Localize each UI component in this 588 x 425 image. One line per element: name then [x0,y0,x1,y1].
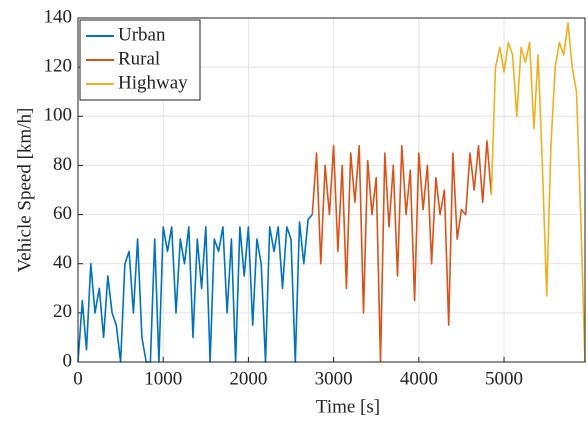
x-tick-label: 1000 [144,368,182,389]
series-line [77,214,313,363]
y-tick-label: 40 [53,252,72,273]
x-tick-label: 2000 [229,368,267,389]
x-tick-label: 3000 [315,368,353,389]
series-line [490,22,586,363]
series-line [311,140,493,363]
legend-label: Highway [118,72,188,93]
y-tick-label: 0 [63,350,73,371]
legend-label: Rural [118,48,160,69]
x-tick-label: 4000 [400,368,438,389]
plot-frame [77,17,586,363]
y-axis-label: Vehicle Speed [km/h] [14,108,35,273]
y-tick-label: 20 [53,301,72,322]
y-tick-label: 140 [44,6,73,27]
y-tick-label: 80 [53,154,72,175]
x-axis-label: Time [s] [316,396,380,417]
x-tick-label: 0 [73,368,83,389]
y-tick-label: 60 [53,203,72,224]
y-tick-label: 120 [44,56,73,77]
legend-label: Urban [118,24,166,45]
y-tick-label: 100 [44,105,73,126]
x-tick-label: 5000 [485,368,523,389]
